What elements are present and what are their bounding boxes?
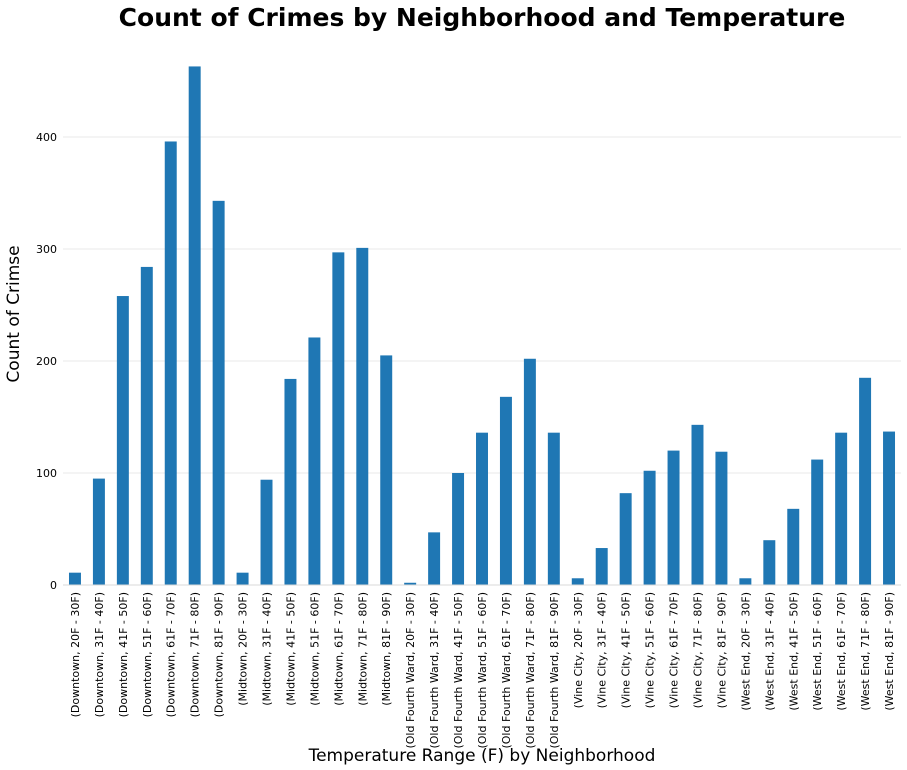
- bar: [691, 424, 704, 585]
- bar: [499, 396, 512, 585]
- bar: [212, 200, 225, 585]
- x-tick-label: (West End, 71F - 80F): [859, 592, 872, 711]
- x-tick-label: (Vine City, 61F - 70F): [668, 592, 681, 708]
- bar: [356, 247, 369, 585]
- x-tick-label: (Old Fourth Ward, 61F - 70F): [500, 592, 513, 749]
- x-tick-label: (Old Fourth Ward, 81F - 90F): [548, 592, 561, 749]
- bar: [68, 572, 81, 585]
- bar: [859, 377, 872, 585]
- x-tick-label: (West End, 81F - 90F): [883, 592, 896, 711]
- x-tick-labels: (Downtown, 20F - 30F) (Downtown, 31F - 40…: [69, 592, 896, 749]
- y-tick-label: 300: [36, 243, 57, 256]
- bar: [739, 578, 752, 585]
- x-axis-label: Temperature Range (F) by Neighborhood: [308, 746, 656, 766]
- bar: [883, 431, 896, 585]
- bar: [452, 473, 465, 585]
- bar: [571, 578, 584, 585]
- bar: [715, 451, 728, 585]
- bar: [523, 358, 536, 585]
- bar: [595, 548, 608, 585]
- x-tick-label: (Downtown, 81F - 90F): [213, 592, 226, 717]
- x-tick-label: (Midtown, 41F - 50F): [284, 592, 297, 706]
- bar: [619, 493, 632, 585]
- x-tick-label: (West End, 20F - 30F): [739, 592, 752, 711]
- x-tick-label: (Vine City, 71F - 80F): [691, 592, 704, 708]
- x-tick-label: (Downtown, 51F - 60F): [141, 592, 154, 717]
- bar: [164, 141, 177, 586]
- bar: [811, 459, 824, 585]
- x-tick-label: (Downtown, 61F - 70F): [165, 592, 178, 717]
- bar: [188, 66, 201, 585]
- x-tick-label: (Downtown, 41F - 50F): [117, 592, 130, 717]
- x-tick-label: (Old Fourth Ward, 71F - 80F): [524, 592, 537, 749]
- bar: [547, 432, 560, 585]
- y-tick-labels: 0 100 200 300 400: [36, 131, 57, 592]
- bar: [380, 355, 393, 585]
- bars: [68, 66, 896, 586]
- x-tick-label: (Midtown, 20F - 30F): [237, 592, 250, 706]
- y-tick-label: 200: [36, 355, 57, 368]
- bar: [404, 582, 417, 585]
- x-tick-label: (Downtown, 20F - 30F): [69, 592, 82, 717]
- y-axis-label: Count of Crimse: [4, 245, 24, 382]
- x-tick-label: (Vine City, 51F - 60F): [644, 592, 657, 708]
- bar: [116, 296, 129, 585]
- x-tick-label: (Old Fourth Ward, 31F - 40F): [428, 592, 441, 749]
- x-tick-label: (West End, 51F - 60F): [811, 592, 824, 711]
- x-tick-label: (Old Fourth Ward, 41F - 50F): [452, 592, 465, 749]
- x-tick-label: (Midtown, 31F - 40F): [261, 592, 274, 706]
- x-tick-label: (Old Fourth Ward, 20F - 30F): [404, 592, 417, 749]
- y-tick-label: 0: [50, 579, 57, 592]
- chart-title: Count of Crimes by Neighborhood and Temp…: [119, 3, 846, 32]
- bar: [284, 378, 297, 585]
- x-tick-label: (Downtown, 31F - 40F): [93, 592, 106, 717]
- x-tick-label: (Vine City, 81F - 90F): [715, 592, 728, 708]
- y-tick-label: 100: [36, 467, 57, 480]
- bar: [260, 479, 273, 585]
- y-tick-label: 400: [36, 131, 57, 144]
- x-tick-label: (West End, 31F - 40F): [763, 592, 776, 711]
- x-tick-label: (Midtown, 81F - 90F): [380, 592, 393, 706]
- bar: [332, 252, 345, 586]
- bar: [787, 508, 800, 585]
- x-tick-label: (Vine City, 20F - 30F): [572, 592, 585, 708]
- x-tick-label: (West End, 41F - 50F): [787, 592, 800, 711]
- x-tick-label: (Vine City, 41F - 50F): [620, 592, 633, 708]
- x-tick-label: (Midtown, 71F - 80F): [356, 592, 369, 706]
- x-tick-label: (West End, 61F - 70F): [835, 592, 848, 711]
- bar: [140, 266, 153, 585]
- x-tick-label: (Midtown, 51F - 60F): [308, 592, 321, 706]
- bar: [835, 432, 848, 585]
- bar: [428, 532, 441, 585]
- bar: [92, 478, 105, 585]
- x-tick-label: (Downtown, 71F - 80F): [189, 592, 202, 717]
- bar: [308, 337, 321, 585]
- bar: [236, 572, 249, 585]
- bar: [667, 450, 680, 585]
- x-tick-label: (Vine City, 31F - 40F): [596, 592, 609, 708]
- bar: [763, 540, 776, 585]
- bar: [476, 432, 488, 585]
- x-tick-label: (Old Fourth Ward, 51F - 60F): [476, 592, 489, 749]
- bar: [643, 470, 656, 585]
- x-tick-label: (Midtown, 61F - 70F): [332, 592, 345, 706]
